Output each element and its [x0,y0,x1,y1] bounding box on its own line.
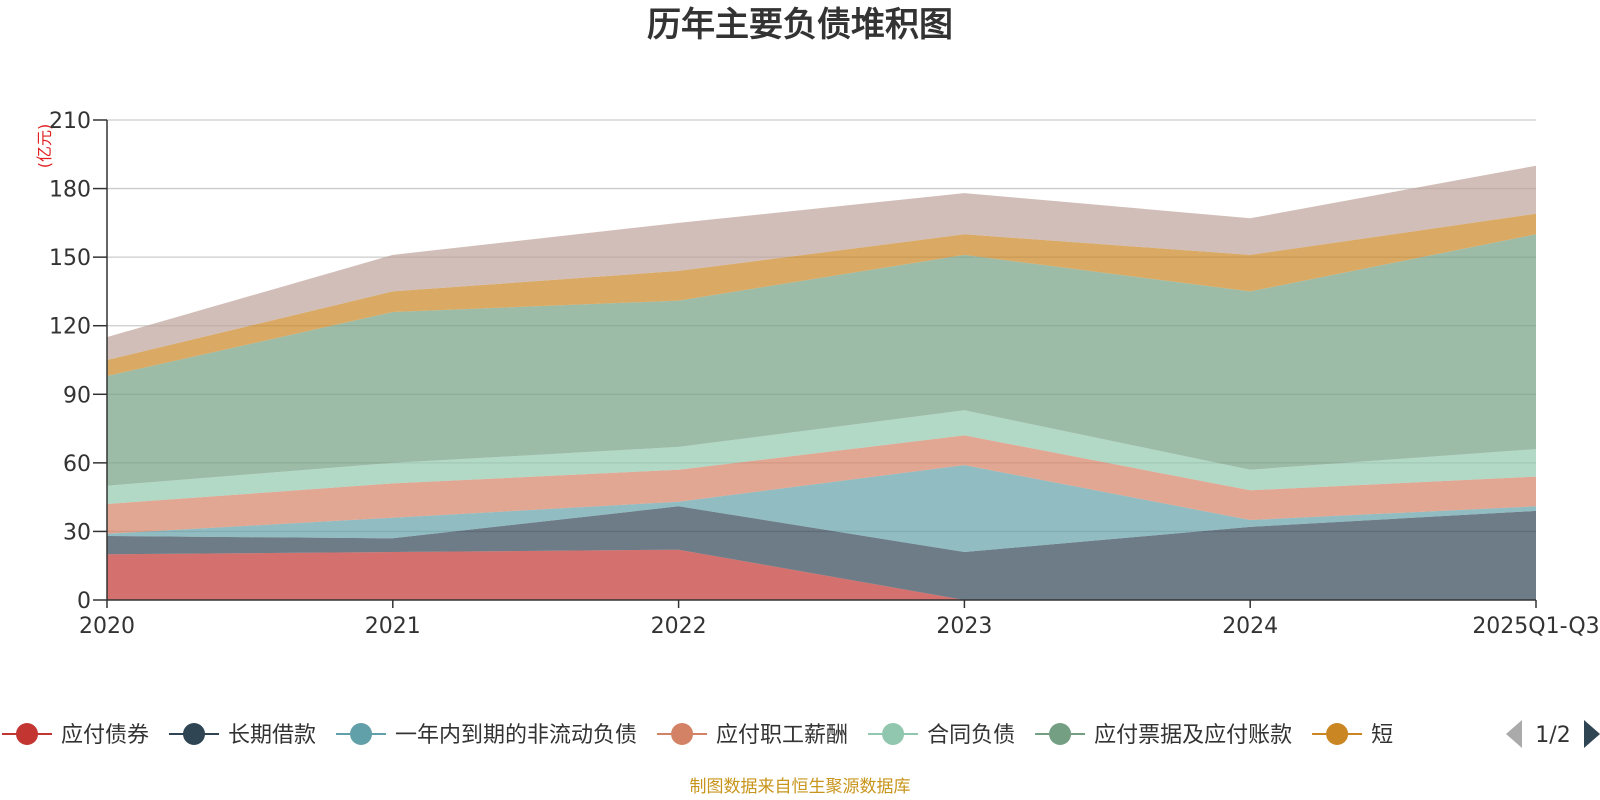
legend-label: 应付债券 [61,723,149,748]
area-应付票据及应付账款 [107,234,1536,486]
x-tick-label: 2023 [936,614,992,639]
legend-marker [183,723,206,745]
y-tick-label: 150 [49,246,91,271]
legend-item: 合同负债 [868,723,1015,748]
area-其他 [107,165,1536,360]
legend-label: 一年内到期的非流动负债 [395,723,637,748]
legend-marker [1049,723,1072,745]
x-tick-label: 2020 [79,614,135,639]
x-tick-label: 2025Q1-Q3 [1472,614,1599,639]
y-axis-unit: (亿元) [35,124,54,169]
prev-page-icon [1506,720,1522,748]
chart-title: 历年主要负债堆积图 [647,5,953,45]
area-长期借款 [107,506,1536,600]
y-tick-label: 30 [63,520,91,545]
area-series [107,165,1536,600]
next-page-icon [1584,720,1600,748]
y-tick-label: 180 [49,178,91,203]
legend-marker [16,723,38,745]
legend-marker [671,723,694,745]
area-应付职工薪酬 [107,435,1536,534]
x-tick-label: 2022 [651,614,707,639]
y-tick-label: 120 [49,315,91,340]
legend-item: 应付票据及应付账款 [1035,723,1292,748]
legend-page-indicator: 1/2 [1535,723,1570,748]
axes: 0 30 60 90 120 150 180 210 2020 2021 2022 2023 2024 2… [49,109,1600,639]
legend-label: 合同负债 [927,723,1015,748]
legend-marker [1326,723,1349,745]
legend-item: 应付债券 [2,723,149,748]
area-合同负债 [107,410,1536,504]
legend-pager: 1/2 [1506,720,1600,748]
legend-item: 一年内到期的非流动负债 [336,723,637,748]
legend-marker [882,723,905,745]
legend-item: 应付职工薪酬 [657,723,848,748]
area-短期借款 [107,213,1536,376]
y-tick-label: 0 [77,589,91,614]
x-tick-label: 2024 [1222,614,1278,639]
legend-label: 短 [1371,723,1393,748]
x-tick-label: 2021 [365,614,421,639]
legend-item: 短 [1312,723,1393,748]
area-应付债券 [107,549,1536,600]
legend-item: 长期借款 [169,723,316,748]
source-note: 制图数据来自恒生聚源数据库 [690,777,911,797]
legend-label: 长期借款 [228,723,316,748]
y-tick-label: 90 [63,383,91,408]
legend: 应付债券 长期借款 一年内到期的非流动负债 应付职工薪酬 合同负债 应付票据及应付账款 短 1… [2,720,1600,748]
legend-label: 应付职工薪酬 [716,723,848,748]
y-tick-label: 210 [49,109,91,134]
y-tick-label: 60 [63,452,91,477]
legend-label: 应付票据及应付账款 [1094,723,1292,748]
legend-marker [350,723,373,745]
area-一年内到期的非流动负债 [107,465,1536,552]
